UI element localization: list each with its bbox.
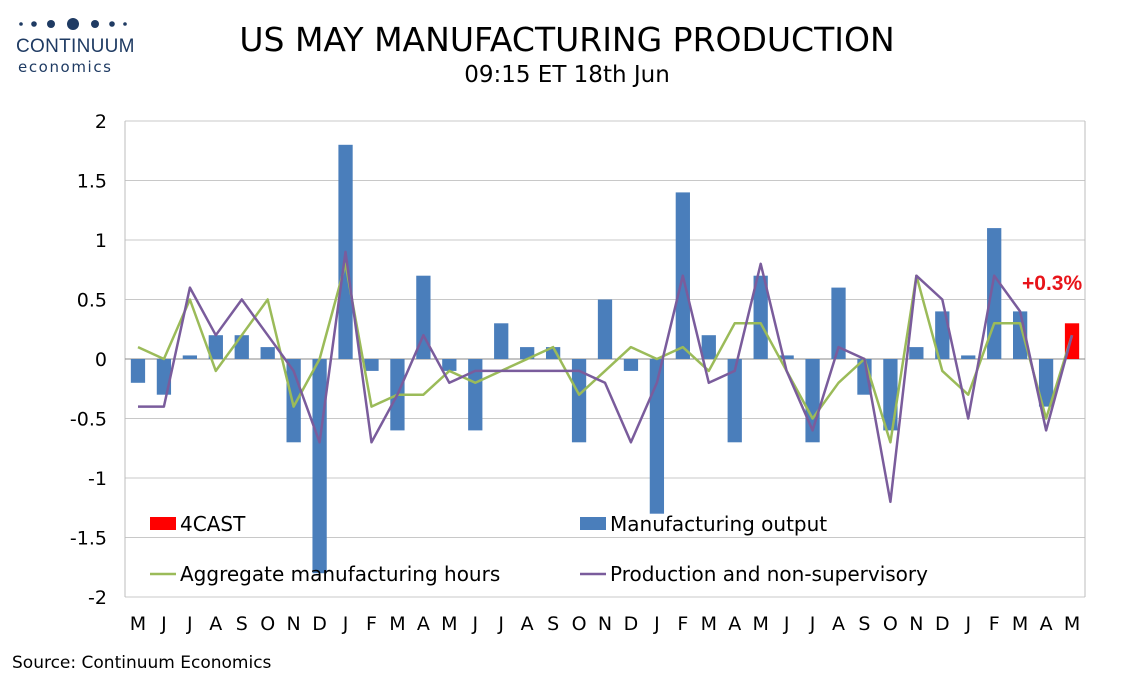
x-tick-label: O bbox=[260, 613, 275, 635]
output-bar bbox=[935, 311, 950, 359]
output-bar bbox=[260, 347, 275, 359]
x-tick-label: J bbox=[186, 613, 193, 635]
x-tick-label: F bbox=[677, 613, 688, 635]
x-tick-label: A bbox=[1040, 613, 1053, 635]
x-tick-label: D bbox=[935, 613, 950, 635]
production-line bbox=[138, 250, 1074, 504]
source-note: Source: Continuum Economics bbox=[12, 653, 272, 673]
legend-label: Aggregate manufacturing hours bbox=[180, 562, 500, 586]
y-tick-label: -1.5 bbox=[70, 528, 107, 550]
output-bar bbox=[779, 355, 794, 359]
output-bar bbox=[727, 359, 742, 443]
x-tick-label: O bbox=[883, 613, 898, 635]
x-tick-label: D bbox=[312, 613, 327, 635]
output-bar bbox=[416, 275, 431, 359]
y-tick-label: 0 bbox=[95, 349, 107, 371]
x-tick-label: A bbox=[417, 613, 430, 635]
x-tick-label: J bbox=[497, 613, 504, 635]
x-tick-label: N bbox=[598, 613, 612, 635]
output-bar bbox=[597, 299, 613, 359]
output-bar bbox=[987, 228, 1002, 359]
legend-label: Production and non-supervisory bbox=[610, 562, 928, 586]
logo-dots-icon bbox=[19, 18, 127, 30]
output-bar bbox=[494, 323, 509, 359]
forecast-annotation: +0.3% bbox=[1022, 272, 1083, 295]
chart-subtitle: 09:15 ET 18th Jun bbox=[464, 62, 670, 88]
x-tick-label: M bbox=[389, 613, 405, 635]
output-bar bbox=[130, 359, 146, 383]
x-tick-label: J bbox=[160, 613, 167, 635]
y-tick-label: 2 bbox=[95, 111, 107, 133]
x-tick-label: M bbox=[1064, 613, 1080, 635]
output-bar bbox=[364, 359, 379, 371]
x-tick-label: A bbox=[832, 613, 845, 635]
output-bar bbox=[545, 347, 561, 359]
output-bar bbox=[571, 359, 587, 443]
output-bar bbox=[909, 347, 924, 359]
x-tick-label: J bbox=[964, 613, 971, 635]
x-tick-label: A bbox=[521, 613, 534, 635]
legend-label: 4CAST bbox=[180, 512, 246, 536]
x-tick-label: O bbox=[572, 613, 587, 635]
x-tick-label: J bbox=[471, 613, 478, 635]
y-tick-label: 1.5 bbox=[77, 171, 107, 193]
output-bar bbox=[234, 335, 249, 359]
legend-label: Manufacturing output bbox=[610, 512, 827, 536]
output-bar bbox=[182, 355, 197, 359]
x-tick-label: S bbox=[547, 613, 559, 635]
brand-tagline: economics bbox=[18, 58, 113, 76]
output-bar bbox=[312, 359, 327, 574]
y-tick-label: -1 bbox=[88, 468, 107, 490]
output-bar bbox=[883, 359, 898, 431]
x-tick-label: M bbox=[752, 613, 768, 635]
x-tick-label: M bbox=[701, 613, 717, 635]
x-tick-label: S bbox=[236, 613, 248, 635]
x-tick-label: F bbox=[989, 613, 1000, 635]
output-bar bbox=[753, 275, 768, 359]
legend-swatch bbox=[150, 517, 176, 530]
x-tick-label: N bbox=[287, 613, 301, 635]
output-bar bbox=[701, 335, 716, 359]
y-tick-label: -2 bbox=[88, 587, 107, 609]
x-tick-label: D bbox=[624, 613, 639, 635]
x-tick-label: N bbox=[909, 613, 923, 635]
x-tick-label: A bbox=[209, 613, 222, 635]
x-tick-label: J bbox=[783, 613, 790, 635]
x-tick-label: A bbox=[728, 613, 741, 635]
x-tick-label: S bbox=[858, 613, 870, 635]
x-tick-label: F bbox=[366, 613, 377, 635]
output-bar bbox=[961, 355, 976, 359]
x-tick-label: M bbox=[441, 613, 457, 635]
chart-title: US MAY MANUFACTURING PRODUCTION bbox=[239, 20, 895, 59]
x-tick-label: J bbox=[809, 613, 816, 635]
output-bar bbox=[468, 359, 483, 431]
x-tick-label: M bbox=[1012, 613, 1028, 635]
x-tick-label: J bbox=[653, 613, 660, 635]
x-tick-label: M bbox=[130, 613, 146, 635]
x-tick-label: J bbox=[342, 613, 349, 635]
output-bar bbox=[208, 335, 223, 359]
output-bar bbox=[442, 359, 457, 371]
y-tick-label: 0.5 bbox=[77, 290, 107, 312]
legend-swatch bbox=[580, 517, 606, 530]
y-tick-label: 1 bbox=[95, 230, 107, 252]
output-bar bbox=[520, 347, 535, 359]
output-bar bbox=[831, 287, 846, 359]
output-bar bbox=[649, 359, 665, 514]
brand-logo: CONTINUUM economics bbox=[14, 14, 134, 76]
brand-name: CONTINUUM bbox=[16, 36, 135, 57]
output-bar bbox=[623, 359, 639, 371]
y-tick-label: -0.5 bbox=[70, 409, 107, 431]
output-bar bbox=[1038, 359, 1054, 407]
